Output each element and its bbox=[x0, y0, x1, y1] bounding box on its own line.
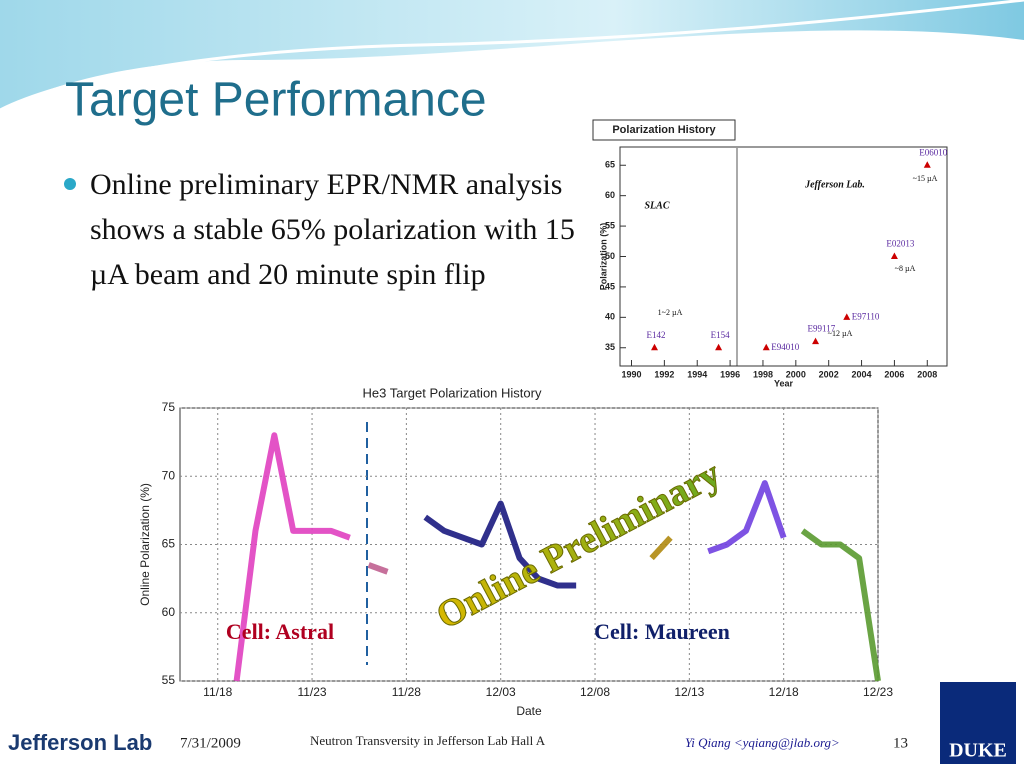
bullet-box: Online preliminary EPR/NMR analysis show… bbox=[90, 168, 575, 291]
x-tick-label: 11/23 bbox=[297, 685, 326, 699]
x-tick-label: 2004 bbox=[852, 369, 872, 379]
jlab-logo: Jefferson Lab bbox=[8, 730, 152, 755]
x-tick-label: 12/08 bbox=[580, 685, 610, 699]
y-tick-label: 65 bbox=[162, 537, 176, 551]
x-tick-label: 1994 bbox=[687, 369, 707, 379]
point-label: E06010 bbox=[919, 147, 947, 157]
annotation: ~8 µA bbox=[895, 264, 916, 273]
data-point bbox=[762, 343, 770, 351]
x-tick-label: 2002 bbox=[819, 369, 839, 379]
slide-title: Target Performance bbox=[65, 74, 487, 127]
x-tick-label: 2000 bbox=[786, 369, 806, 379]
x-axis-label: Year bbox=[774, 378, 794, 388]
y-tick-label: 60 bbox=[605, 190, 615, 200]
data-line bbox=[707, 480, 787, 555]
y-tick-label: 55 bbox=[162, 673, 176, 687]
footer-date: 7/31/2009 bbox=[180, 735, 241, 751]
x-tick-label: 12/03 bbox=[486, 685, 516, 699]
x-tick-label: 1990 bbox=[621, 369, 641, 379]
y-tick-label: 45 bbox=[605, 281, 615, 291]
annotation: Cell: Astral bbox=[226, 619, 334, 644]
duke-logo-text: DUKE bbox=[949, 740, 1007, 762]
point-label: E154 bbox=[711, 330, 730, 340]
annotation: Online Preliminary bbox=[430, 453, 728, 638]
x-tick-label: 2008 bbox=[917, 369, 937, 379]
y-tick-label: 40 bbox=[605, 312, 615, 322]
data-point bbox=[651, 343, 659, 351]
point-label: E142 bbox=[647, 330, 666, 340]
y-axis-label: Polarization (%) bbox=[598, 223, 608, 291]
data-point bbox=[812, 337, 820, 345]
y-axis-label: Online Polarization (%) bbox=[138, 483, 152, 606]
point-label: E94010 bbox=[771, 342, 799, 352]
bullet-dot bbox=[64, 178, 76, 190]
annotation: Cell: Maureen bbox=[594, 619, 730, 644]
point-label: E02013 bbox=[886, 239, 914, 249]
x-tick-label: 11/18 bbox=[203, 685, 232, 699]
x-tick-label: 12/13 bbox=[674, 685, 704, 699]
point-label: E97110 bbox=[852, 311, 880, 321]
y-tick-label: 70 bbox=[162, 468, 176, 482]
y-tick-label: 65 bbox=[605, 160, 615, 170]
data-point bbox=[843, 313, 851, 320]
chart-title: Polarization History bbox=[612, 124, 716, 136]
x-tick-label: 12/23 bbox=[863, 685, 893, 699]
x-tick-label: 1996 bbox=[720, 369, 740, 379]
data-line bbox=[423, 500, 577, 589]
data-line bbox=[800, 528, 881, 682]
footer-talk: Neutron Transversity in Jefferson Lab Ha… bbox=[310, 733, 546, 748]
y-tick-label: 35 bbox=[605, 342, 615, 352]
y-tick-label: 60 bbox=[162, 605, 176, 619]
y-tick-label: 75 bbox=[162, 400, 176, 414]
data-point bbox=[890, 252, 898, 259]
x-tick-label: 1998 bbox=[753, 369, 773, 379]
annotation: ~12 µA bbox=[828, 329, 853, 338]
point-label: E99117 bbox=[808, 324, 836, 334]
annotation: Jefferson Lab. bbox=[804, 179, 865, 190]
footer-author: Yi Qiang <yqiang@jlab.org> bbox=[685, 735, 840, 750]
x-axis-label: Date bbox=[516, 704, 542, 718]
x-tick-label: 2006 bbox=[884, 369, 904, 379]
wave-line bbox=[0, 0, 1024, 112]
chart1-title-box bbox=[592, 119, 736, 141]
data-point bbox=[715, 343, 723, 351]
bullet-text: Online preliminary EPR/NMR analysis show… bbox=[90, 168, 575, 291]
y-tick-label: 50 bbox=[605, 251, 615, 261]
data-line bbox=[367, 562, 389, 575]
duke-logo bbox=[940, 682, 1016, 764]
chart-title: He3 Target Polarization History bbox=[363, 385, 542, 400]
x-tick-label: 1992 bbox=[654, 369, 674, 379]
data-line bbox=[233, 432, 351, 682]
annotation: ~15 µA bbox=[913, 174, 938, 183]
annotation: SLAC bbox=[644, 200, 669, 211]
data-point bbox=[923, 161, 931, 168]
y-tick-label: 55 bbox=[605, 220, 615, 230]
data-line bbox=[649, 535, 673, 561]
footer-page: 13 bbox=[893, 735, 908, 751]
x-tick-label: 12/18 bbox=[769, 685, 799, 699]
annotation: 1~2 µA bbox=[658, 308, 683, 317]
x-tick-label: 11/28 bbox=[392, 685, 421, 699]
